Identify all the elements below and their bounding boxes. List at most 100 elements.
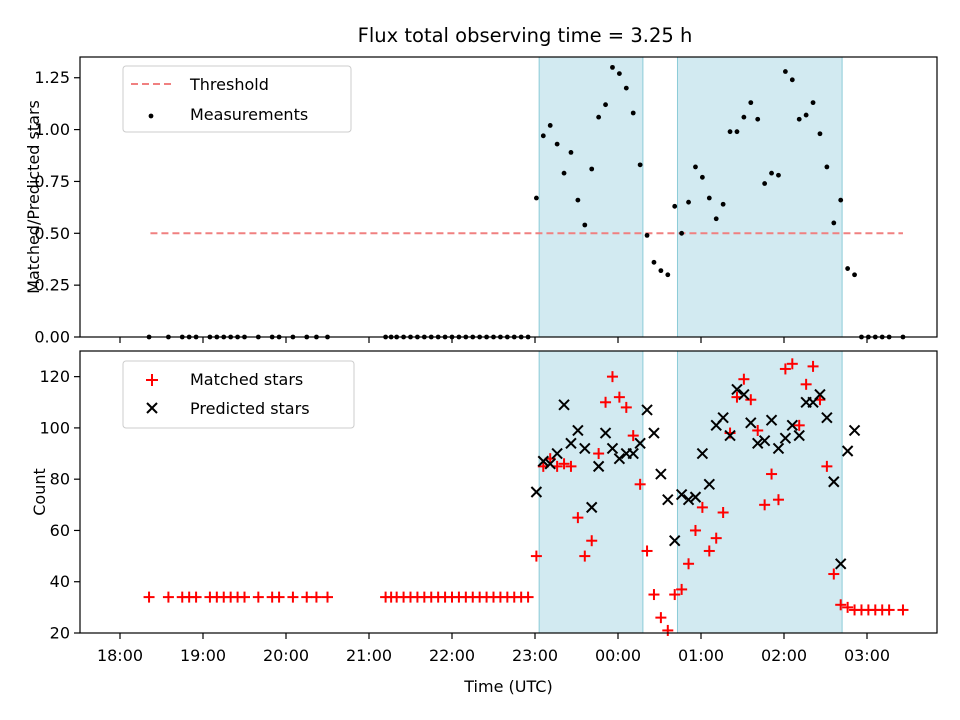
matched-stars-point	[287, 591, 299, 603]
measurement-point	[665, 272, 671, 278]
top-axes-frame	[79, 56, 938, 338]
measurement-point	[803, 112, 809, 118]
measurement-point	[789, 77, 795, 83]
top-shaded-intervals	[538, 56, 843, 338]
bottom-y-ticks: 20 40 60 80 100 120	[39, 367, 80, 643]
measurement-point	[679, 230, 685, 236]
predicted-stars-point	[814, 388, 826, 401]
measurement-point	[782, 69, 788, 74]
matched-stars-point	[738, 373, 750, 385]
x-tick-label: 18:00	[97, 646, 143, 665]
measurement-point	[644, 232, 650, 238]
predicted-stars-point	[793, 429, 805, 442]
matched-stars-point	[710, 532, 722, 544]
matched-stars-point	[883, 604, 895, 616]
x-tick-label: 22:00	[429, 646, 475, 665]
predicted-stars-point	[669, 535, 681, 547]
bottom-x-ticks: 18:00 19:00 20:00 21:00 22:00 23:00 00:00 01:00…	[97, 633, 890, 665]
predicted-stars-point	[841, 445, 854, 457]
top-x-ticks	[119, 337, 868, 343]
predicted-stars-point	[544, 458, 556, 470]
matched-stars-point	[676, 583, 688, 595]
matched-stars-point	[648, 589, 660, 601]
matched-stars-point	[786, 358, 798, 370]
measurement-point	[706, 195, 712, 201]
bottom-y-tick-label: 120	[39, 367, 70, 386]
matched-stars-point	[600, 396, 612, 408]
predicted-stars-point	[613, 452, 626, 465]
legend-measurements-swatch	[148, 113, 154, 119]
measurement-point	[817, 131, 823, 137]
top-legend-box	[122, 65, 352, 133]
predicted-stars-point	[586, 501, 598, 514]
predicted-stars-point	[848, 424, 861, 437]
matched-stars-point	[835, 599, 847, 611]
predicted-stars-point	[745, 417, 757, 429]
matched-stars-point	[689, 524, 701, 536]
legend-matched-swatch	[146, 374, 158, 386]
legend-predicted-label: Predicted stars	[190, 399, 310, 418]
matched-stars-point	[558, 458, 570, 470]
measurement-point	[769, 170, 774, 176]
x-tick-label: 19:00	[180, 646, 226, 665]
matched-stars-point	[669, 589, 681, 601]
matched-stars-point	[662, 624, 674, 636]
measurement-point	[610, 64, 615, 70]
measurement-point	[727, 129, 733, 135]
predicted-stars-point	[579, 442, 591, 455]
predicted-stars-point	[717, 411, 729, 424]
predicted-stars-point	[703, 478, 716, 491]
x-tick-label: 23:00	[512, 646, 558, 665]
matched-stars-point	[683, 558, 695, 570]
measurement-point	[741, 114, 747, 120]
predicted-stars-point	[599, 427, 612, 439]
legend-threshold-label: Threshold	[189, 75, 269, 94]
top-y-tick-label: 0.50	[34, 224, 70, 243]
legend-predicted-swatch	[146, 402, 158, 414]
matched-stars-point	[143, 591, 155, 603]
bottom-axes-frame	[79, 350, 938, 634]
chart-title: Flux total observing time = 3.25 h	[358, 24, 693, 47]
matched-stars-point	[606, 371, 618, 383]
measurement-point	[686, 199, 691, 205]
bottom-y-tick-label: 60	[50, 521, 70, 540]
measurement-point	[630, 110, 636, 116]
predicted-stars-point	[835, 558, 847, 570]
matched-stars-point	[572, 512, 584, 524]
predicted-stars-point	[634, 437, 646, 449]
matched-stars-point	[322, 591, 333, 603]
top-legend: Threshold Measurements	[122, 65, 352, 133]
measurement-point	[561, 170, 567, 176]
x-tick-label: 02:00	[761, 646, 807, 665]
measurement-point	[845, 266, 851, 271]
top-y-tick-label: 0.00	[34, 328, 70, 347]
matched-stars-point	[586, 535, 598, 547]
predicted-stars-point	[648, 427, 660, 439]
predicted-stars-point	[537, 455, 550, 467]
measurement-point	[540, 133, 546, 139]
matched-stars-point	[842, 601, 854, 613]
top-y-tick-label: 1.00	[34, 120, 70, 139]
matched-stars-point	[565, 460, 577, 472]
bottom-legend-box	[122, 360, 355, 429]
matched-stars-point	[620, 401, 632, 413]
bottom-y-tick-label: 40	[50, 572, 70, 591]
predicted-stars-point	[551, 447, 563, 460]
measurement-point	[755, 116, 761, 122]
matched-stars-point	[897, 604, 909, 616]
measurement-point	[852, 272, 857, 278]
measurement-point	[651, 259, 657, 265]
matched-stars-point	[696, 501, 708, 513]
matched-stars-point	[752, 424, 764, 436]
matched-stars-point	[800, 378, 812, 390]
legend-measurements-label: Measurements	[190, 105, 308, 124]
predicted-stars-point	[731, 383, 743, 396]
predicted-stars-point	[641, 404, 653, 416]
matched-stars-point	[273, 591, 285, 603]
x-tick-label: 20:00	[263, 646, 309, 665]
bottom-shaded-intervals	[538, 350, 843, 634]
top-shaded-interval-0	[538, 56, 644, 338]
predicted-stars-point	[655, 468, 667, 480]
matched-stars-point	[807, 360, 819, 372]
measurement-point	[762, 181, 768, 186]
